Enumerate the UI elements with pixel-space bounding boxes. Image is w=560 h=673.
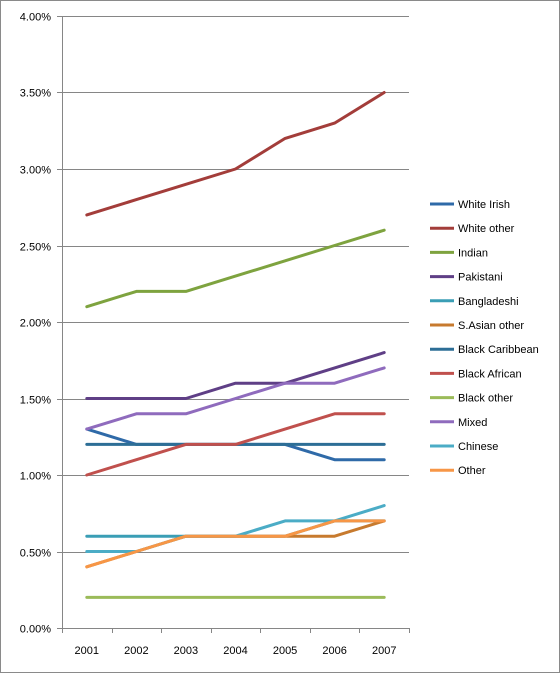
y-tick-label: 3.50% — [20, 88, 51, 100]
y-tick-label: 0.50% — [20, 548, 51, 560]
series-line-s-asian-other — [85, 519, 386, 569]
legend-label: White other — [458, 223, 515, 235]
axes — [57, 16, 410, 633]
x-tick-label: 2005 — [273, 645, 297, 657]
x-tick-label: 2003 — [174, 645, 198, 657]
legend: White Irish White other Indian Pakistani Ban… — [430, 199, 539, 477]
y-tick-label: 1.00% — [20, 471, 51, 483]
legend-label: Black other — [458, 393, 513, 405]
y-tick-label: 3.00% — [20, 165, 51, 177]
legend-label: Bangladeshi — [458, 296, 519, 308]
series-line-black-african — [85, 412, 386, 477]
legend-label: Pakistani — [458, 272, 503, 284]
x-tick-label: 2001 — [75, 645, 99, 657]
x-axis-tick-labels: 2001 2002 2003 2004 2005 2006 2007 — [75, 645, 397, 657]
x-tick-label: 2002 — [124, 645, 148, 657]
y-axis-tick-labels: 0.00% 0.50% 1.00% 1.50% 2.00% 2.50% 3.00% 3.50%… — [20, 12, 51, 636]
y-tick-label: 2.50% — [20, 242, 51, 254]
series-line-pakistani — [85, 351, 386, 400]
series-line-other — [85, 519, 386, 569]
x-tick-label: 2007 — [372, 645, 396, 657]
series-line-white-other — [85, 91, 386, 217]
legend-label: Black Caribbean — [458, 344, 539, 356]
series-line-mixed — [85, 366, 386, 431]
y-tick-label: 2.00% — [20, 318, 51, 330]
series-lines — [85, 91, 386, 599]
series-line-indian — [85, 228, 386, 309]
gridlines — [62, 16, 409, 553]
series-line-chinese — [85, 504, 386, 553]
legend-label: S.Asian other — [458, 320, 524, 332]
x-tick-label: 2004 — [223, 645, 247, 657]
legend-label: Chinese — [458, 441, 498, 453]
legend-label: Other — [458, 465, 486, 477]
y-tick-label: 4.00% — [20, 12, 51, 24]
y-tick-label: 1.50% — [20, 395, 51, 407]
y-tick-label: 0.00% — [20, 624, 51, 636]
legend-label: Indian — [458, 247, 488, 259]
legend-label: Black African — [458, 368, 522, 380]
x-tick-label: 2006 — [322, 645, 346, 657]
legend-label: Mixed — [458, 417, 487, 429]
legend-label: White Irish — [458, 199, 510, 211]
